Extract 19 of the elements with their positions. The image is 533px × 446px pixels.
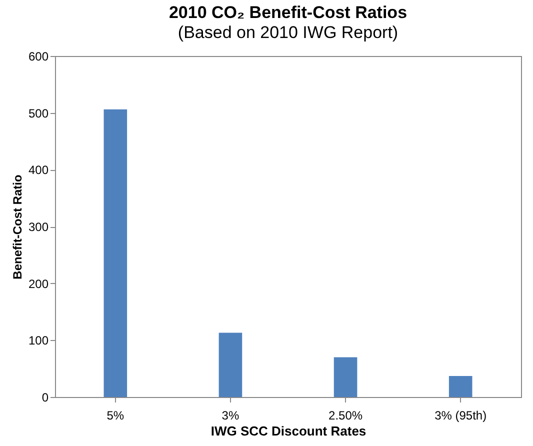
x-axis-title: IWG SCC Discount Rates (210, 424, 366, 438)
bar (334, 357, 358, 397)
chart-title: 2010 CO₂ Benefit-Cost Ratios (168, 3, 408, 22)
bar (218, 332, 242, 397)
bar (448, 376, 472, 397)
chart-subtitle: (Based on 2010 IWG Report) (178, 23, 398, 42)
y-tick-label: 500 (28, 106, 49, 120)
y-tick-label: 400 (28, 163, 49, 178)
x-tick-label: 5% (106, 408, 124, 422)
bar (104, 109, 128, 397)
y-tick-label: 100 (28, 334, 49, 348)
x-tick-label: 3% (222, 408, 240, 422)
y-tick-label: 300 (28, 220, 49, 234)
x-tick-label: 3% (95th) (434, 408, 487, 422)
y-tick-label: 0 (42, 390, 49, 404)
y-tick-label: 200 (28, 276, 49, 291)
x-tick-label: 2.50% (328, 408, 363, 422)
y-tick-label: 600 (28, 50, 49, 64)
y-axis-title: Benefit-Cost Ratio (10, 174, 24, 280)
